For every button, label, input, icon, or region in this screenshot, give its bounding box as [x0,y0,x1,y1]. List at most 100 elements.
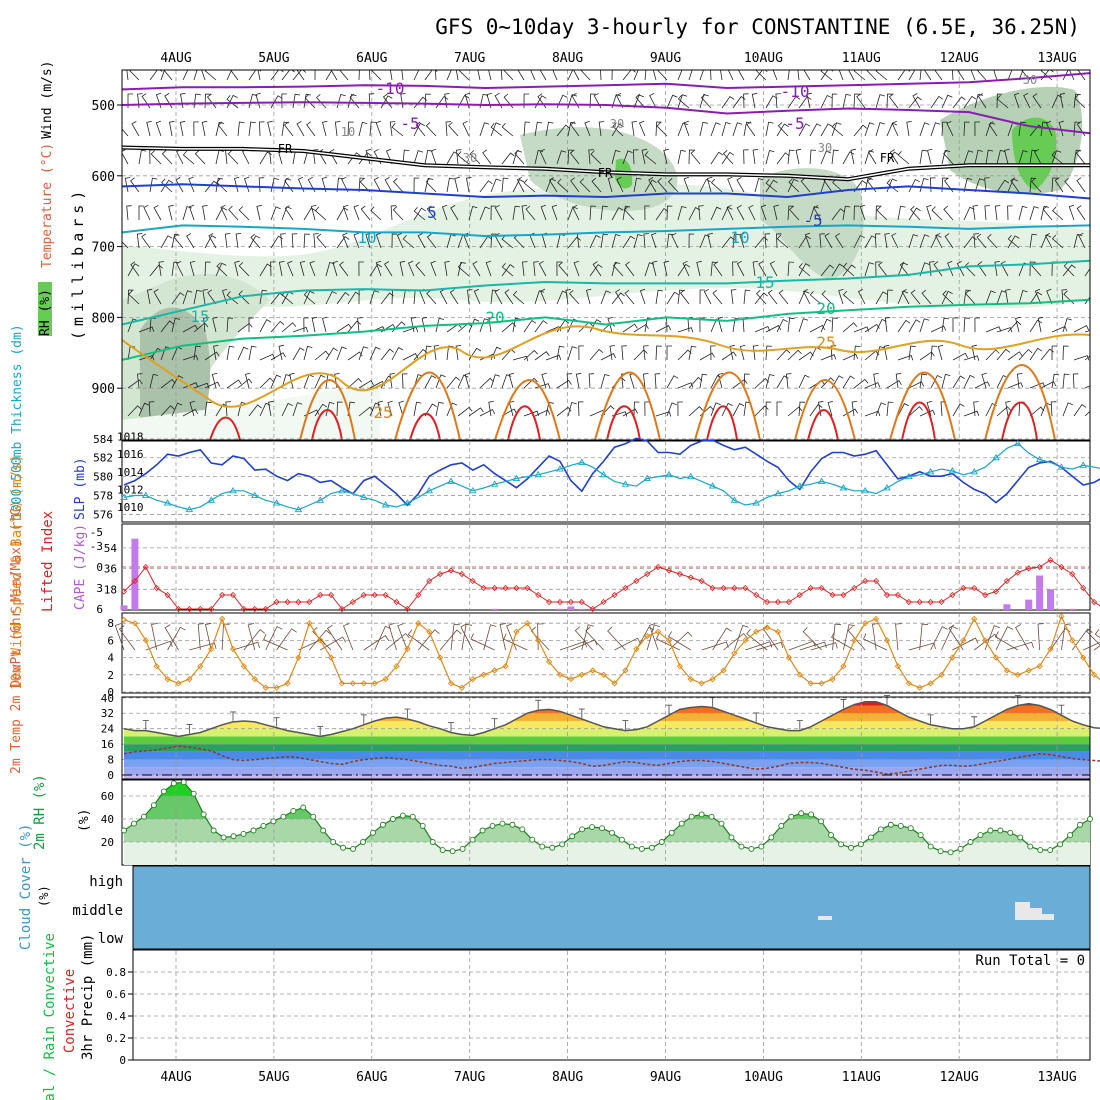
wind-barb [831,317,838,333]
wind-barb [586,288,592,305]
wind-marker [1047,645,1054,653]
wind-barb [721,95,735,109]
li-marker [480,584,487,592]
surface-wind-barb [460,623,474,651]
thickness-marker [578,458,586,465]
wind-barb [512,317,521,333]
wind-barb [809,290,822,305]
wind-barb [488,317,494,333]
wind-barb [488,401,494,417]
wind-barb [895,373,902,389]
wind-barb [765,401,772,417]
li-marker [175,605,182,613]
li-tick-6: 6 [96,603,103,616]
rh-marker [160,788,167,795]
li-marker [219,591,226,599]
wind-barb [736,177,745,193]
t2m-label: 2m Temp 2m DewPt (6hr Min/Max) (°C) [9,500,24,774]
rh-marker [628,843,635,850]
wind-barb [1029,233,1037,249]
cloud-cover-label: Cloud Cover (%) [18,824,34,950]
wind-barb [820,354,837,361]
wind-barb [238,290,250,305]
wind-marker [458,684,466,691]
surface-wind-barb [1006,641,1034,651]
rh-marker [907,825,914,832]
wind-barb [732,122,743,137]
wind-barb [322,316,328,333]
wind-barb [369,346,381,361]
cloud-mid-patch-1 [818,916,832,920]
wind-barb [908,178,920,193]
wind-barb [296,70,305,81]
wind-barb [806,92,812,109]
surface-wind-barb [574,626,593,651]
wind-barb [566,373,573,389]
surface-wind-barb [232,641,260,651]
rh-marker [718,820,725,827]
wind-barb [667,178,679,193]
rh-marker [379,821,386,828]
thickness-marker [1057,463,1066,470]
wind-barb [908,70,921,81]
surface-wind-barb [439,629,462,651]
wind-barb [342,204,349,221]
wind-barb [446,70,452,81]
wind-barb [573,70,580,81]
li-marker [894,591,901,599]
wind-barb [690,149,701,165]
wind-barb [369,263,383,277]
thickness-marker [905,472,913,480]
wind-barb [666,375,679,389]
wind-barb [721,236,735,249]
wind-barb [425,122,437,137]
li-marker [186,605,193,613]
wind-barb [281,70,295,81]
li-marker [328,591,335,599]
wind-barb [204,261,211,277]
wind-barb [413,207,426,221]
wind-barb [864,235,877,249]
wind-barb [638,120,646,137]
thickness-marker [948,467,957,474]
li-marker [709,584,716,592]
wind-barb [314,206,327,221]
rh-marker [300,804,307,811]
cloud-mid-patch-2 [1015,902,1054,920]
wind-barb [1005,401,1011,417]
li-marker [131,577,138,585]
temp-tick-32: 32 [101,707,114,720]
wind-barb [457,374,469,389]
wind-barb [743,93,749,109]
wind-barb [666,345,672,360]
rh-marker [818,818,825,825]
wind-barb [556,124,570,137]
thickness-marker [534,470,542,478]
wind-barb [375,120,382,137]
contour--5 [122,101,1090,135]
rh-marker [479,827,486,834]
wind-barb [1051,373,1060,389]
wind-barb [567,346,578,361]
temp-max-whisker [273,717,280,727]
wind-marker [676,663,684,670]
wind-marker [1069,637,1076,644]
wind-barb [589,264,603,277]
wind-barb [842,353,859,361]
contour-label--5: -5 [803,211,822,230]
wind-barb [600,290,611,305]
wind-barb [494,288,503,305]
wind-barb [446,376,461,389]
wind-barb [593,92,602,109]
wind-barb [413,122,425,137]
wind-barb [359,178,371,193]
wind-barb [919,149,928,165]
wind-barb [149,264,163,277]
contour-5 [122,183,1090,200]
wind-marker [1014,671,1021,678]
wind-barb [391,347,404,361]
wind-barb [551,204,558,221]
wind-barb [971,344,977,361]
wind-marker [992,654,1000,661]
